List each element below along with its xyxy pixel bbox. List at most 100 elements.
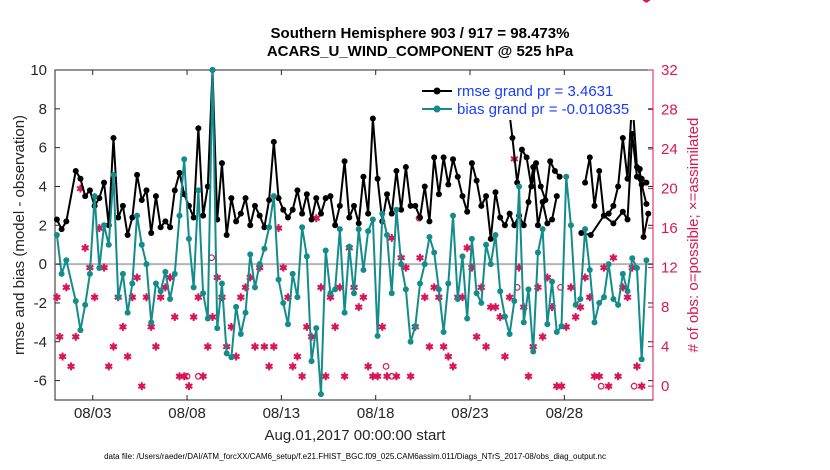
bias-point xyxy=(275,276,282,283)
obs-assimilated-marker xyxy=(260,342,269,351)
obs-possible-marker xyxy=(194,372,202,380)
rmse-point xyxy=(520,222,527,229)
bias-point xyxy=(459,253,466,260)
bias-point xyxy=(558,323,565,330)
bias-point xyxy=(176,212,183,219)
obs-assimilated-marker xyxy=(331,322,340,331)
obs-assimilated-marker xyxy=(642,0,650,3)
bias-point xyxy=(501,313,508,320)
rmse-point xyxy=(518,146,525,153)
bias-point xyxy=(332,286,339,293)
bias-point xyxy=(190,284,197,291)
y2-tick-label: 12 xyxy=(661,260,678,277)
bias-point xyxy=(544,321,551,328)
obs-assimilated-marker xyxy=(189,313,198,322)
obs-assimilated-marker xyxy=(604,382,613,391)
rmse-point xyxy=(355,220,362,227)
obs-assimilated-marker xyxy=(62,283,71,292)
rmse-point xyxy=(407,202,414,209)
rmse-point xyxy=(610,220,617,227)
bias-point xyxy=(242,309,249,316)
y-tick-label: 6 xyxy=(39,140,47,157)
rmse-point xyxy=(464,208,471,215)
obs-assimilated-marker xyxy=(637,382,646,391)
bias-point xyxy=(365,228,372,235)
rmse-point xyxy=(417,214,424,221)
y2-tick-label: 0 xyxy=(661,378,669,395)
rmse-point xyxy=(308,216,315,223)
rmse-point xyxy=(587,232,594,238)
obs-assimilated-marker xyxy=(156,293,165,302)
y-axis-label: rmse and bias (model - observation) xyxy=(11,115,28,355)
bias-point xyxy=(270,193,277,200)
rmse-point xyxy=(619,208,626,215)
bias-point xyxy=(280,299,287,306)
bias-point xyxy=(195,187,202,194)
bias-point xyxy=(435,286,442,293)
rmse-point xyxy=(624,216,631,223)
bias-point xyxy=(421,261,428,268)
obs-possible-marker xyxy=(388,372,396,380)
rmse-point xyxy=(162,218,169,225)
rmse-point xyxy=(398,206,405,213)
bias-point xyxy=(124,309,131,316)
bias-point xyxy=(228,354,235,361)
rmse-point xyxy=(412,202,419,209)
rmse-point xyxy=(596,167,603,174)
bias-point xyxy=(251,284,258,291)
x-tick-label: 08/13 xyxy=(263,405,301,422)
bias-point xyxy=(341,309,348,316)
bias-point xyxy=(322,247,329,254)
bias-point xyxy=(138,241,145,248)
rmse-point xyxy=(148,230,155,237)
rmse-point xyxy=(280,206,287,213)
bias-point xyxy=(539,226,546,233)
obs-assimilated-marker xyxy=(109,342,118,351)
rmse-point xyxy=(266,197,273,204)
obs-assimilated-marker xyxy=(166,273,175,282)
obs-assimilated-marker xyxy=(538,332,547,341)
bias-point xyxy=(143,261,150,268)
y-tick-label: -2 xyxy=(34,295,47,312)
rmse-point xyxy=(388,210,395,217)
bias-point xyxy=(96,265,103,271)
obs-assimilated-marker xyxy=(340,372,349,381)
rmse-point xyxy=(440,154,447,161)
obs-assimilated-marker xyxy=(354,303,363,312)
rmse-point xyxy=(63,218,70,225)
rmse-point xyxy=(629,131,636,138)
rmse-point xyxy=(549,216,556,223)
obs-assimilated-marker xyxy=(123,352,132,361)
obs-possible-marker xyxy=(630,382,638,390)
rmse-point xyxy=(336,202,343,209)
legend-bias-label: bias grand pr = -0.010835 xyxy=(457,101,629,118)
bias-point xyxy=(384,232,391,238)
bias-point xyxy=(440,329,447,336)
bias-point xyxy=(582,226,589,233)
legend: rmse grand pr = 3.4631 bias grand pr = -… xyxy=(418,80,646,120)
rmse-point xyxy=(610,202,617,209)
bias-point xyxy=(299,224,306,231)
rmse-point xyxy=(360,173,367,180)
rmse-point xyxy=(619,134,626,141)
rmse-point xyxy=(129,214,136,221)
bias-point xyxy=(591,319,598,326)
obs-possible-marker xyxy=(183,372,191,380)
rmse-point xyxy=(533,160,540,167)
bias-point xyxy=(284,321,291,328)
rmse-point xyxy=(537,183,544,190)
obs-assimilated-marker xyxy=(373,372,382,381)
rmse-point xyxy=(473,177,480,184)
y2-tick-label: 28 xyxy=(661,102,678,119)
obs-assimilated-marker xyxy=(90,293,99,302)
rmse-point xyxy=(124,232,131,238)
rmse-point xyxy=(289,206,296,213)
rmse-point xyxy=(450,156,457,163)
rmse-point xyxy=(270,138,277,145)
bias-point xyxy=(407,338,414,345)
bias-point xyxy=(53,232,60,238)
rmse-line xyxy=(584,98,648,217)
rmse-point xyxy=(86,187,93,194)
rmse-point xyxy=(143,187,150,194)
rmse-point xyxy=(483,193,490,200)
